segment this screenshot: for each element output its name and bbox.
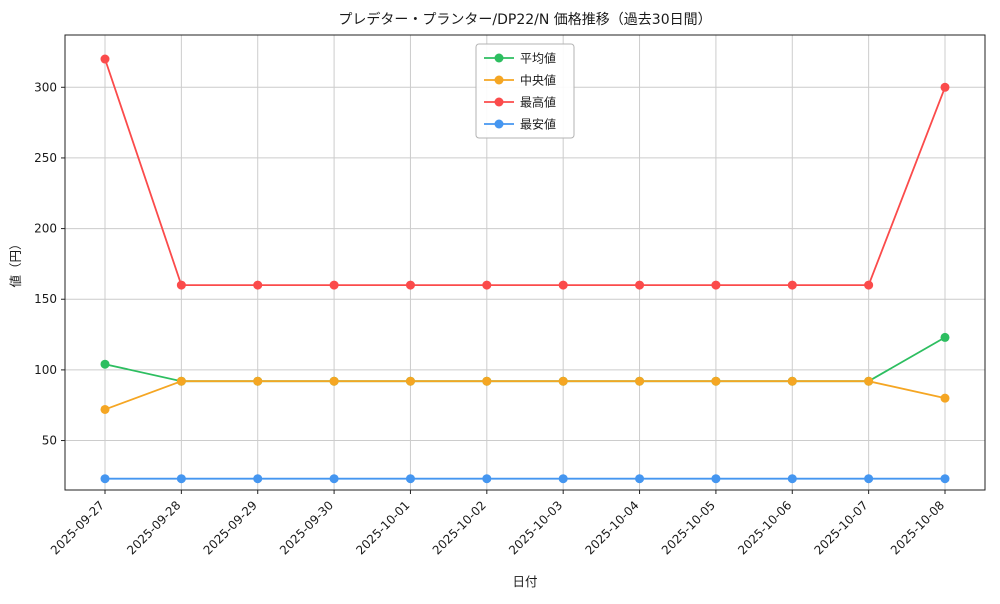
x-tick-label: 2025-10-01 <box>353 498 412 557</box>
y-tick-label: 50 <box>42 434 57 448</box>
series-marker-2 <box>176 280 186 290</box>
series-marker-3 <box>482 474 492 484</box>
legend-marker <box>494 119 504 129</box>
legend-box <box>475 43 575 139</box>
legend-label: 平均値 <box>520 51 556 66</box>
series-marker-1 <box>329 376 339 386</box>
series-marker-2 <box>635 280 645 290</box>
series-marker-3 <box>864 474 874 484</box>
series-marker-1 <box>482 376 492 386</box>
series-marker-0 <box>100 359 110 369</box>
series-marker-1 <box>405 376 415 386</box>
series-marker-3 <box>100 474 110 484</box>
series-marker-2 <box>940 82 950 92</box>
series-marker-3 <box>558 474 568 484</box>
legend-label: 最安値 <box>520 117 556 132</box>
series-marker-1 <box>940 393 950 403</box>
series-marker-3 <box>329 474 339 484</box>
series-marker-1 <box>100 404 110 414</box>
legend-marker <box>494 75 504 85</box>
series-marker-1 <box>558 376 568 386</box>
series-marker-3 <box>787 474 797 484</box>
legend-label: 中央値 <box>520 73 556 88</box>
x-axis-label: 日付 <box>512 574 537 589</box>
series-marker-1 <box>711 376 721 386</box>
x-tick-label: 2025-10-06 <box>735 498 794 557</box>
series-marker-2 <box>253 280 263 290</box>
series-marker-2 <box>100 54 110 64</box>
series-marker-2 <box>405 280 415 290</box>
series-marker-1 <box>787 376 797 386</box>
series-marker-3 <box>635 474 645 484</box>
x-tick-label: 2025-09-28 <box>124 498 183 557</box>
y-tick-label: 200 <box>34 222 57 236</box>
x-tick-label: 2025-09-27 <box>48 498 107 557</box>
legend-label: 最高値 <box>520 95 556 110</box>
y-tick-label: 250 <box>34 151 57 165</box>
series-marker-1 <box>864 376 874 386</box>
series-marker-2 <box>787 280 797 290</box>
x-tick-label: 2025-10-03 <box>506 498 565 557</box>
series-marker-2 <box>482 280 492 290</box>
series-marker-3 <box>405 474 415 484</box>
series-marker-0 <box>940 332 950 342</box>
series-marker-3 <box>176 474 186 484</box>
x-tick-label: 2025-10-02 <box>430 498 489 557</box>
plot-border <box>64 34 986 491</box>
series-marker-2 <box>329 280 339 290</box>
series-marker-1 <box>176 376 186 386</box>
y-tick-label: 100 <box>34 363 57 377</box>
x-tick-label: 2025-10-07 <box>812 498 871 557</box>
series-marker-1 <box>635 376 645 386</box>
series-marker-1 <box>253 376 263 386</box>
series-marker-2 <box>864 280 874 290</box>
x-tick-label: 2025-10-05 <box>659 498 718 557</box>
series-line-1 <box>104 380 946 411</box>
series-line-0 <box>104 336 946 383</box>
series-marker-3 <box>711 474 721 484</box>
series-marker-2 <box>711 280 721 290</box>
x-tick-label: 2025-10-08 <box>888 498 947 557</box>
y-tick-label: 300 <box>34 80 57 94</box>
series-marker-3 <box>940 474 950 484</box>
x-tick-label: 2025-09-30 <box>277 498 336 557</box>
legend-marker <box>494 53 504 63</box>
x-tick-label: 2025-09-29 <box>201 498 260 557</box>
y-tick-label: 150 <box>34 292 57 306</box>
series-marker-3 <box>253 474 263 484</box>
series-marker-2 <box>558 280 568 290</box>
series-line-2 <box>104 58 946 287</box>
chart-title: プレデター・プランター/DP22/N 価格推移（過去30日間） <box>338 11 711 28</box>
legend-marker <box>494 97 504 107</box>
y-axis-label: 値（円） <box>8 237 23 287</box>
x-tick-label: 2025-10-04 <box>582 498 641 557</box>
